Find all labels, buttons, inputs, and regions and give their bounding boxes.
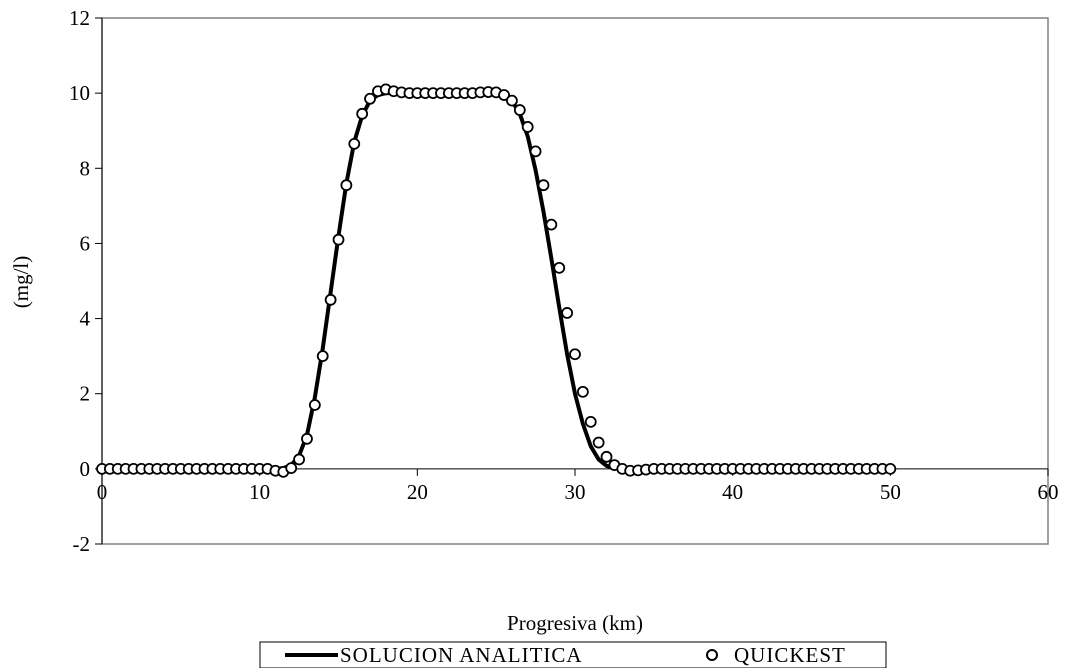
data-point-quickest — [356, 107, 369, 120]
data-point-quickest — [576, 385, 589, 398]
data-point-quickest — [600, 450, 613, 463]
legend: SOLUCION ANALITICA QUICKEST — [259, 641, 887, 668]
data-point-quickest — [553, 261, 566, 274]
data-point-quickest — [316, 350, 329, 363]
data-point-quickest — [529, 145, 542, 158]
data-point-quickest — [308, 399, 321, 411]
plot-area — [101, 17, 1049, 545]
data-point-quickest — [506, 94, 518, 107]
x-axis-title: Progresiva (km) — [507, 611, 643, 635]
data-point-quickest — [332, 233, 345, 246]
y-tick-label: 0 — [80, 457, 91, 481]
data-point-quickest — [584, 415, 597, 428]
data-point-quickest — [348, 137, 361, 150]
data-point-quickest — [513, 104, 526, 116]
data-point-quickest — [340, 179, 353, 192]
legend-label-solucion-analitica: SOLUCION ANALITICA — [340, 643, 583, 667]
y-axis-title: (mg/l) — [9, 256, 33, 309]
data-point-quickest — [498, 89, 510, 101]
y-tick-label: 2 — [80, 382, 91, 406]
x-tick-label: 60 — [1038, 480, 1059, 504]
x-tick-label: 20 — [407, 480, 428, 504]
x-tick-label: 0 — [97, 480, 108, 504]
x-tick-label: 50 — [880, 480, 901, 504]
data-point-quickest — [301, 432, 313, 445]
legend-box — [259, 641, 887, 668]
data-point-quickest — [561, 307, 574, 319]
y-tick-label: 12 — [69, 6, 90, 30]
y-tick-label: -2 — [73, 532, 91, 556]
plot-frame — [101, 17, 1049, 545]
y-tick-label: 6 — [80, 231, 91, 255]
legend-label-quickest: QUICKEST — [734, 643, 846, 667]
data-point-quickest — [293, 453, 305, 466]
y-tick-label: 4 — [80, 307, 91, 331]
series-layer — [96, 83, 897, 478]
data-point-quickest — [285, 462, 298, 475]
y-tick-label: 10 — [69, 81, 90, 105]
data-point-quickest — [884, 462, 897, 475]
x-tick-label: 40 — [722, 480, 743, 504]
data-point-quickest — [537, 179, 550, 192]
y-tick-label: 8 — [80, 156, 91, 180]
data-point-quickest — [592, 436, 605, 449]
data-point-quickest — [324, 293, 337, 306]
x-tick-label: 10 — [249, 480, 270, 504]
data-point-quickest — [569, 348, 581, 361]
x-tick-label: 30 — [565, 480, 586, 504]
data-point-quickest — [545, 218, 558, 231]
legend-marker-swatch — [706, 649, 718, 661]
data-point-quickest — [364, 92, 376, 105]
data-point-quickest — [521, 121, 534, 133]
